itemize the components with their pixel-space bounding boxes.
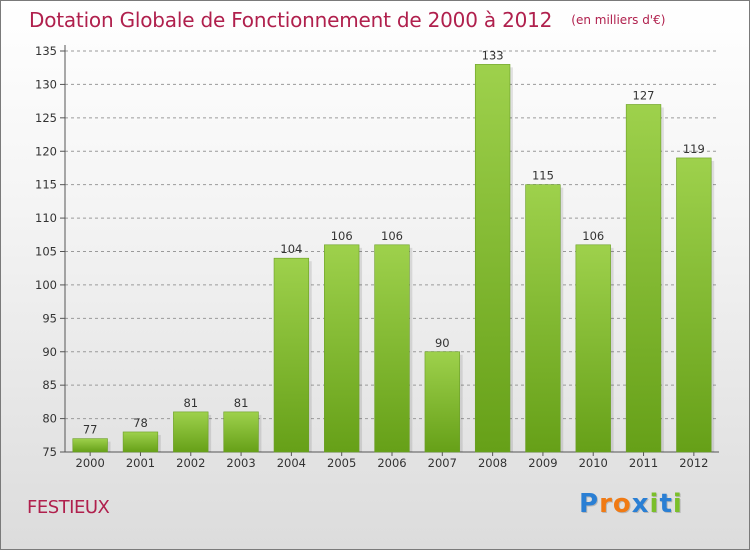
x-tick-label: 2012 bbox=[679, 456, 708, 470]
data-labels: 77 78 81 81 104 106 106 90 133 115 106 127 119 bbox=[83, 48, 705, 436]
y-tick-label: 125 bbox=[35, 111, 57, 125]
bar-2006 bbox=[374, 244, 410, 453]
data-label: 78 bbox=[133, 416, 148, 430]
bar-2005 bbox=[324, 244, 360, 453]
bar-2001 bbox=[122, 431, 159, 453]
bar-2004 bbox=[273, 257, 310, 453]
data-label: 81 bbox=[234, 396, 249, 410]
data-label: 104 bbox=[280, 242, 302, 256]
y-tick-label: 75 bbox=[42, 445, 57, 459]
x-tick-label: 2006 bbox=[377, 456, 406, 470]
x-tick-label: 2010 bbox=[579, 456, 608, 470]
x-tick-label: 2009 bbox=[528, 456, 557, 470]
data-label: 115 bbox=[532, 169, 554, 183]
logo-letter: o bbox=[612, 489, 632, 519]
bar-2010 bbox=[575, 244, 611, 453]
data-label: 133 bbox=[482, 48, 504, 62]
y-tick-label: 115 bbox=[35, 178, 57, 192]
y-tick-label: 90 bbox=[42, 345, 57, 359]
data-label: 106 bbox=[331, 229, 353, 243]
bar-2002 bbox=[173, 411, 209, 453]
x-tick-label: 2003 bbox=[226, 456, 255, 470]
x-tick-label: 2011 bbox=[629, 456, 658, 470]
logo-letter: i bbox=[672, 489, 683, 519]
logo-letter: P bbox=[579, 489, 600, 519]
bar-2003 bbox=[223, 411, 259, 453]
chart-title: Dotation Globale de Fonctionnement de 20… bbox=[29, 8, 553, 32]
data-label: 106 bbox=[381, 229, 403, 243]
y-tick-label: 95 bbox=[42, 311, 57, 325]
y-tick-label: 130 bbox=[35, 77, 57, 91]
data-label: 77 bbox=[83, 423, 98, 437]
y-tick-label: 80 bbox=[42, 412, 57, 426]
bar-2012 bbox=[676, 157, 712, 453]
bar-2008 bbox=[474, 64, 511, 453]
bar-2000 bbox=[72, 438, 108, 453]
commune-name: FESTIEUX bbox=[27, 497, 110, 518]
x-tick-label: 2007 bbox=[428, 456, 457, 470]
proxiti-logo: Proxiti bbox=[579, 489, 683, 519]
logo-letter: t bbox=[659, 489, 673, 519]
x-tick-label: 2000 bbox=[76, 456, 105, 470]
logo-letter: r bbox=[599, 489, 613, 519]
logo-letter: i bbox=[649, 489, 660, 519]
data-label: 106 bbox=[582, 229, 604, 243]
chart-title-row: Dotation Globale de Fonctionnement de 20… bbox=[29, 8, 665, 32]
y-tick-label: 85 bbox=[42, 378, 57, 392]
bars bbox=[72, 64, 715, 453]
x-tick-label: 2008 bbox=[478, 456, 507, 470]
y-tick-label: 135 bbox=[35, 44, 57, 58]
y-tick-label: 110 bbox=[35, 211, 57, 225]
y-tick-label: 100 bbox=[35, 278, 57, 292]
y-tick-label: 105 bbox=[35, 245, 57, 259]
bar-2007 bbox=[424, 351, 460, 453]
x-tick-label: 2004 bbox=[277, 456, 306, 470]
logo-letter: x bbox=[631, 489, 650, 519]
data-label: 90 bbox=[435, 336, 450, 350]
y-tick-label: 120 bbox=[35, 144, 57, 158]
bar-2011 bbox=[625, 104, 662, 453]
chart-unit-note: (en milliers d'€) bbox=[571, 13, 666, 27]
data-label: 81 bbox=[183, 396, 198, 410]
axes: 75 80 85 90 95 100 105 110 115 120 125 130 135 2000 20… bbox=[35, 44, 719, 470]
x-tick-label: 2001 bbox=[126, 456, 155, 470]
x-tick-label: 2005 bbox=[327, 456, 356, 470]
data-label: 119 bbox=[683, 142, 705, 156]
data-label: 127 bbox=[633, 88, 655, 102]
x-tick-label: 2002 bbox=[176, 456, 205, 470]
bar-2009 bbox=[525, 184, 561, 453]
